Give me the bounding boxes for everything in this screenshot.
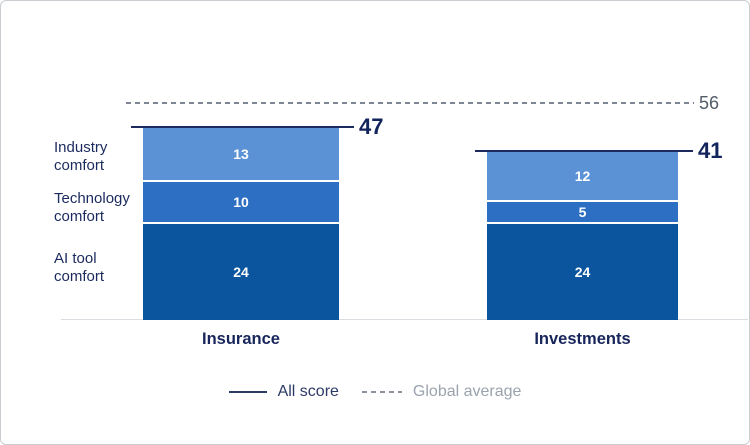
row-label-technology-comfort: Technology comfort bbox=[54, 190, 130, 226]
all-score-value: 41 bbox=[698, 138, 723, 163]
global-average-value: 56 bbox=[699, 93, 720, 113]
category-label-insurance: Insurance bbox=[202, 330, 280, 348]
all-score-line bbox=[131, 126, 354, 128]
segment-industry-comfort: 13 bbox=[143, 128, 339, 180]
global-average-dashed-line bbox=[126, 102, 694, 104]
legend-label-global-average: Global average bbox=[412, 383, 522, 400]
segment-technology-comfort: 10 bbox=[143, 182, 339, 222]
all-score-line bbox=[475, 150, 693, 152]
bar-investments: 41 12 5 24 bbox=[475, 138, 722, 320]
x-axis-line bbox=[61, 319, 748, 320]
segment-ai-tool-comfort: 24 bbox=[143, 224, 339, 320]
segment-ai-tool-comfort: 24 bbox=[487, 224, 678, 320]
legend: All score Global average bbox=[1, 383, 749, 401]
segment-value: 10 bbox=[233, 194, 249, 210]
segment-value: 5 bbox=[578, 204, 587, 220]
all-score-line-sample bbox=[228, 391, 267, 393]
global-average-line-sample bbox=[361, 391, 402, 393]
segment-technology-comfort: 5 bbox=[487, 202, 678, 222]
segment-value: 13 bbox=[233, 146, 249, 162]
all-score-value: 47 bbox=[359, 114, 384, 139]
bar-insurance: 47 13 10 24 bbox=[131, 114, 383, 320]
segment-value: 24 bbox=[233, 264, 249, 280]
category-label-investments: Investments bbox=[534, 330, 631, 348]
row-label-ai-tool-comfort: AI tool comfort bbox=[54, 250, 105, 286]
segment-value: 24 bbox=[574, 264, 591, 280]
row-label-industry-comfort: Industry comfort bbox=[54, 139, 108, 175]
legend-label-all-score: All score bbox=[277, 383, 339, 400]
segment-industry-comfort: 12 bbox=[487, 152, 678, 200]
segment-value: 12 bbox=[574, 168, 591, 184]
